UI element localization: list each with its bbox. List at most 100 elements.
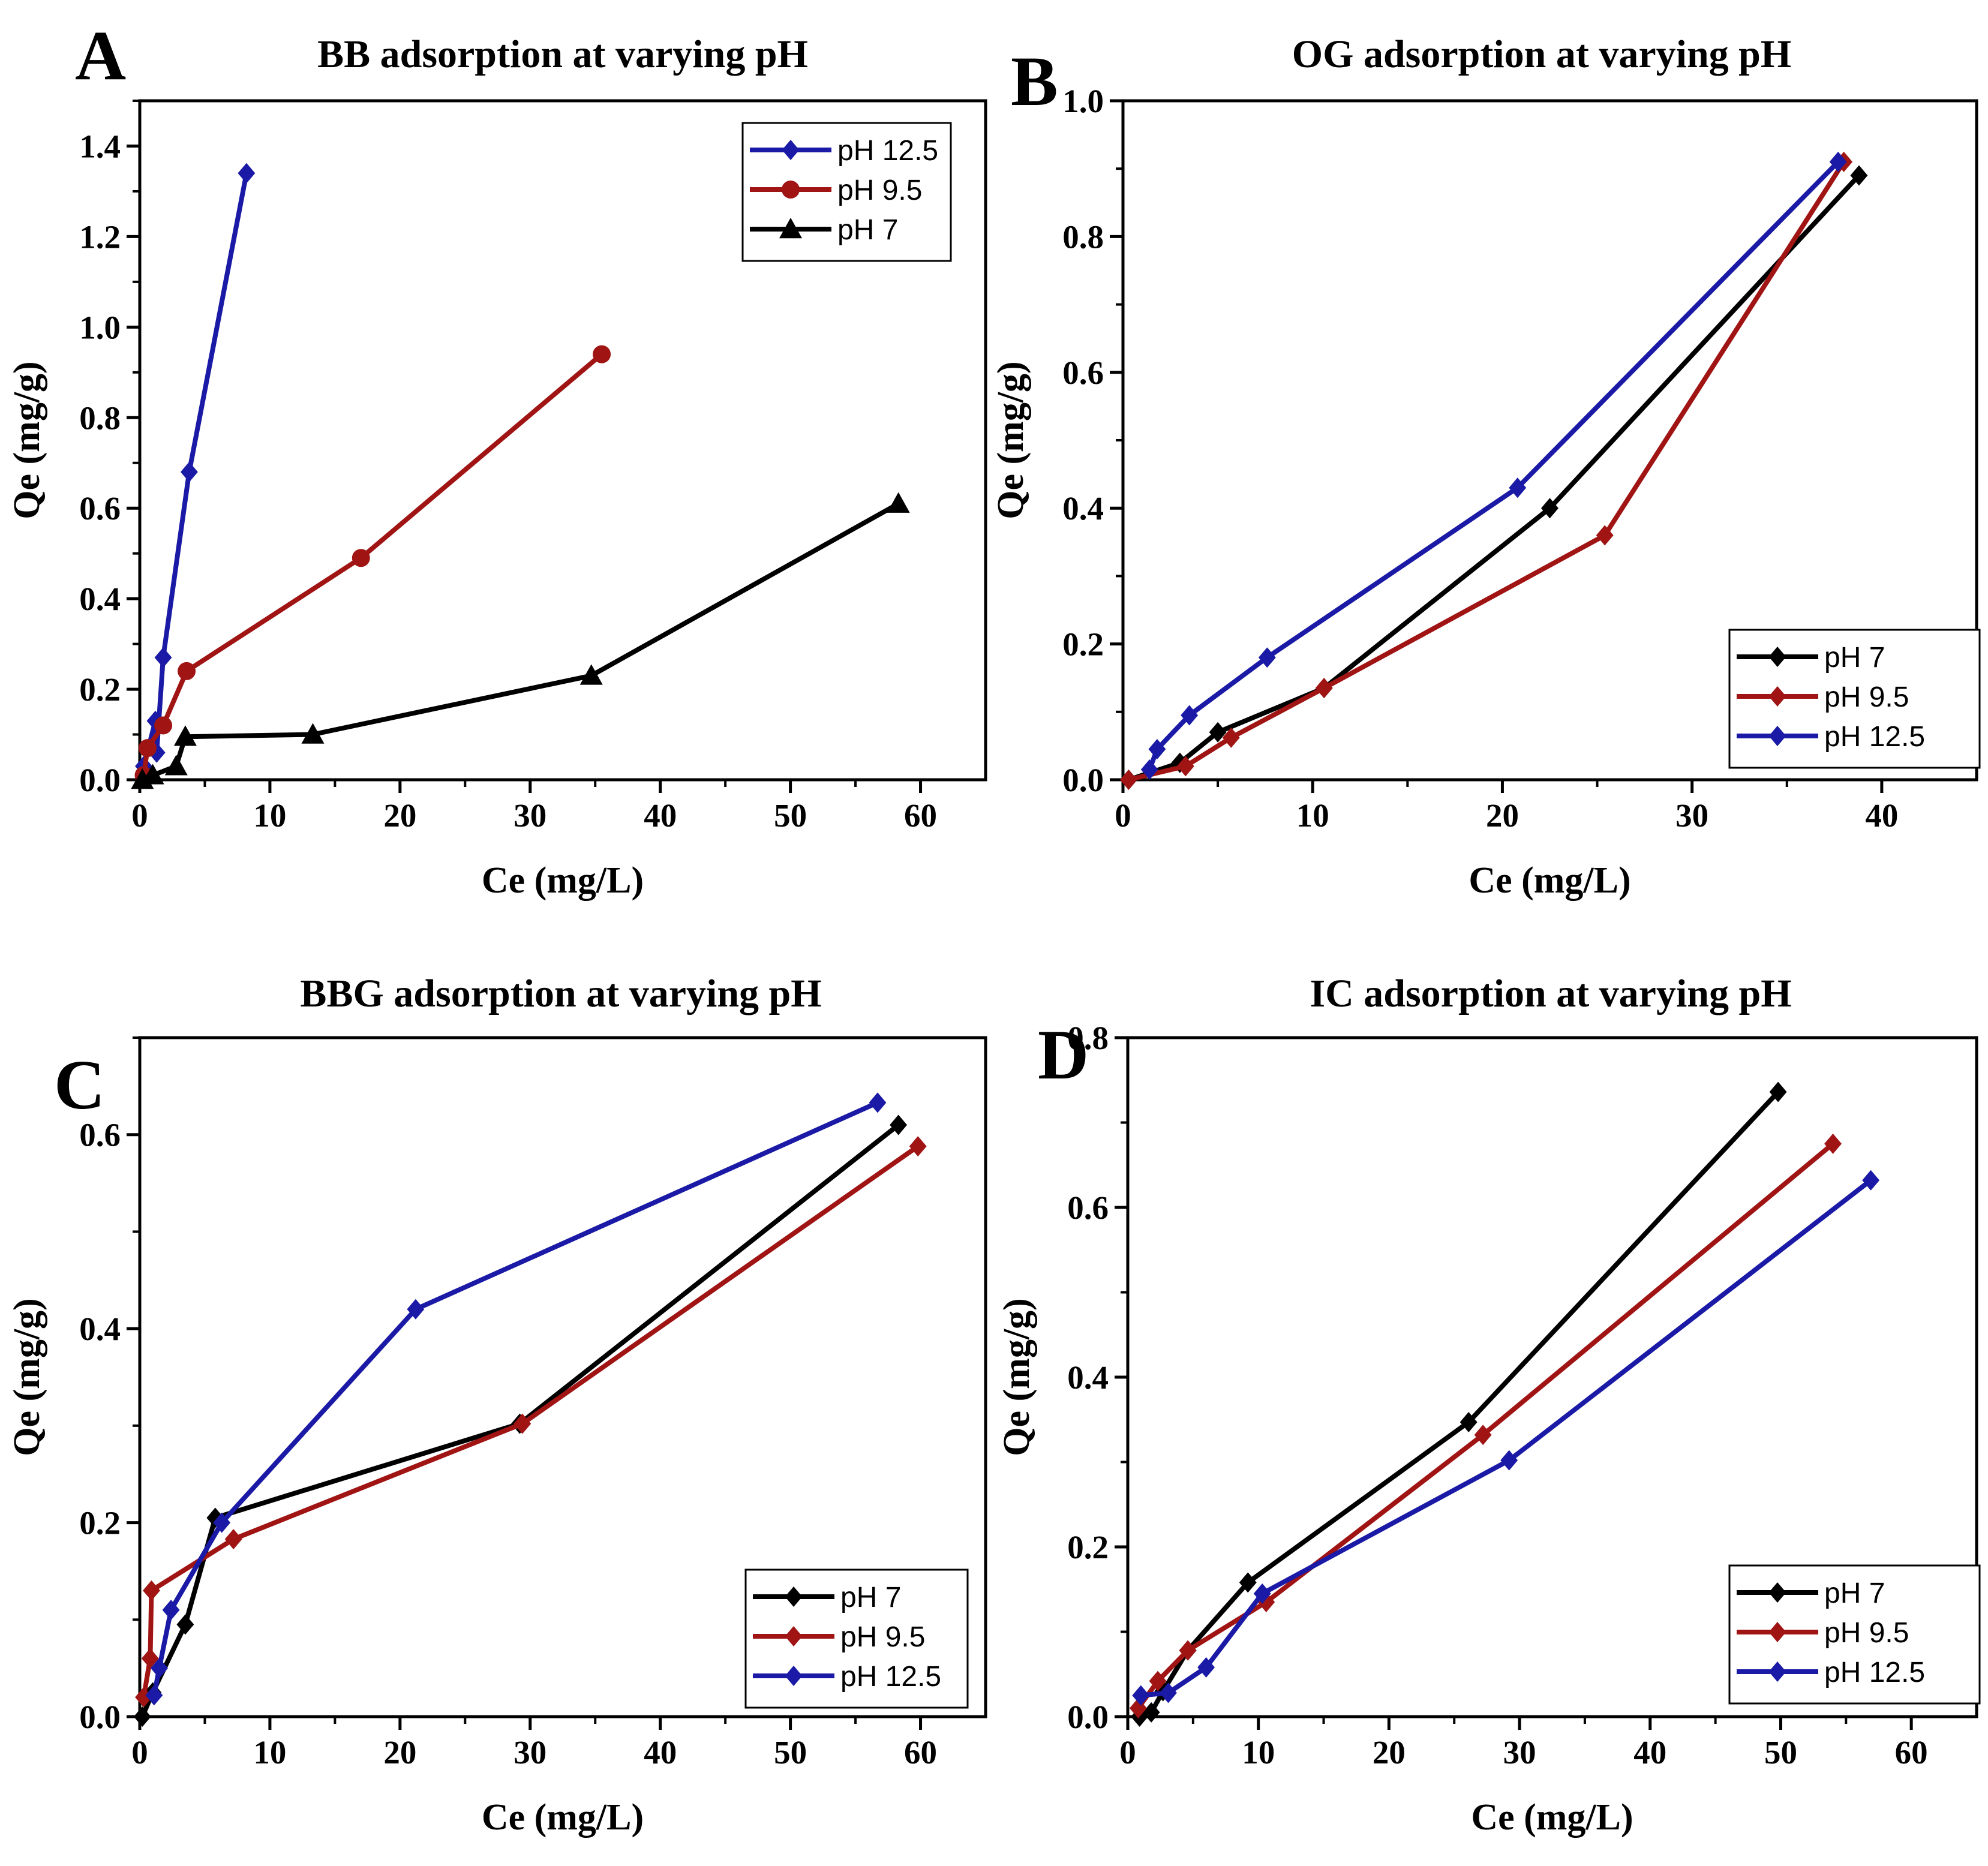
y-tick-label-a: 0.8 — [79, 399, 121, 436]
data-point — [513, 1413, 531, 1434]
data-point — [407, 1299, 425, 1320]
data-point — [1209, 722, 1227, 743]
y-tick-label-a: 1.0 — [79, 309, 121, 345]
y-tick-label-a: 1.4 — [79, 128, 121, 164]
legend-marker — [1768, 726, 1786, 746]
data-point — [1824, 1133, 1842, 1154]
legend-c: pH 7 pH 9.5 pH 12.5 — [744, 1568, 969, 1709]
series-a-ph-12_5 — [135, 163, 256, 777]
x-axis-label-d: Ce (mg/L) — [1471, 1797, 1633, 1838]
x-tick-label-b: 20 — [1486, 797, 1519, 834]
x-axis-label-a: Ce (mg/L) — [482, 860, 644, 901]
data-point — [1509, 477, 1527, 498]
legend-marker — [785, 1666, 803, 1686]
series-c-ph-9_5 — [135, 1136, 927, 1708]
data-point — [1829, 151, 1847, 172]
y-tick-label-d: 0.0 — [1067, 1699, 1109, 1735]
y-axis-label-d: Qe (mg/g) — [996, 1298, 1037, 1456]
series-line — [141, 351, 605, 778]
series-d-ph-12_5 — [1132, 1170, 1880, 1706]
data-point — [1253, 1583, 1271, 1604]
legend-label: pH 9.5 — [1824, 681, 1909, 713]
legend-marker — [782, 140, 800, 160]
y-tick-label-a: 0.6 — [79, 490, 121, 527]
data-point — [143, 1580, 160, 1601]
legend-label: pH 7 — [1824, 1577, 1885, 1609]
data-point — [1179, 1640, 1197, 1661]
data-point — [141, 764, 164, 785]
data-point — [1850, 165, 1868, 186]
panel-letter-d: D — [1038, 1015, 1089, 1094]
y-tick-label-a: 0.2 — [79, 671, 121, 708]
x-tick-label-c: 20 — [383, 1734, 416, 1771]
panel-a: A BB adsorption at varying pH 0 10 20 30 40 50 6… — [7, 16, 987, 901]
x-tick-label-b: 40 — [1865, 797, 1898, 834]
x-tick-label-a: 50 — [774, 797, 807, 834]
data-point — [1148, 739, 1166, 760]
data-point — [139, 739, 157, 758]
data-point — [1181, 705, 1199, 726]
y-tick-label-d: 0.8 — [1067, 1020, 1109, 1056]
chart-title-b: OG adsorption at varying pH — [1292, 32, 1791, 76]
legend-marker — [785, 1586, 803, 1607]
data-point — [141, 1648, 159, 1669]
data-point — [887, 492, 910, 513]
x-tick-label-c: 50 — [774, 1734, 807, 1771]
data-point — [1541, 498, 1558, 519]
data-point — [213, 1512, 231, 1533]
data-point — [1258, 647, 1276, 668]
panel-letter-a: A — [75, 16, 126, 95]
legend-label: pH 9.5 — [1824, 1617, 1909, 1649]
y-tick-label-c: 0.4 — [79, 1311, 121, 1347]
plot-frame-c — [138, 1036, 987, 1718]
series-a-ph-9_5 — [134, 345, 611, 785]
data-point — [154, 716, 173, 735]
x-tick-label-c: 30 — [513, 1734, 546, 1771]
legend-b: pH 7 pH 9.5 pH 12.5 — [1728, 629, 1981, 769]
y-tick-label-d: 0.4 — [1067, 1359, 1109, 1396]
x-tick-label-d: 10 — [1242, 1734, 1275, 1771]
data-point — [579, 664, 603, 685]
panel-letter-c: C — [54, 1045, 105, 1124]
x-tick-label-a: 30 — [513, 797, 546, 834]
y-tick-label-b: 0.0 — [1062, 762, 1104, 798]
data-point — [1460, 1411, 1478, 1432]
x-tick-label-a: 0 — [131, 797, 148, 834]
x-axis-label-c: Ce (mg/L) — [482, 1797, 644, 1838]
panel-c: C BBG adsorption at varying pH 0 10 20 30 40 50… — [7, 972, 987, 1838]
x-axis-label-b: Ce (mg/L) — [1469, 860, 1630, 901]
y-tick-label-c: 0.0 — [79, 1699, 121, 1735]
data-point — [173, 725, 197, 746]
legend-marker — [785, 1626, 803, 1646]
data-point — [162, 1600, 180, 1621]
legend-label: pH 12.5 — [840, 1661, 941, 1693]
x-tick-label-b: 30 — [1675, 797, 1708, 834]
series-line — [140, 501, 901, 782]
legend-label: pH 7 — [837, 214, 898, 246]
data-point — [145, 1685, 163, 1706]
x-tick-label-c: 60 — [904, 1734, 937, 1771]
x-tick-label-d: 0 — [1119, 1734, 1136, 1771]
y-tick-label-b: 0.6 — [1062, 354, 1104, 391]
x-tick-label-d: 30 — [1503, 1734, 1536, 1771]
legend-marker — [779, 218, 802, 239]
chart-title-c: BBG adsorption at varying pH — [300, 972, 821, 1015]
data-point — [224, 1529, 242, 1550]
y-tick-label-a: 0.4 — [79, 581, 121, 617]
x-tick-label-a: 10 — [253, 797, 286, 834]
legend-marker — [1768, 1622, 1786, 1642]
y-tick-label-b: 0.8 — [1062, 218, 1104, 255]
y-axis-label-b: Qe (mg/g) — [990, 361, 1031, 519]
data-point — [1142, 1702, 1160, 1723]
series-line — [1126, 173, 1861, 782]
data-point — [593, 345, 611, 363]
x-tick-label-c: 0 — [131, 1734, 148, 1771]
data-point — [890, 1114, 908, 1135]
x-tick-label-c: 40 — [644, 1734, 677, 1771]
legend-marker — [1768, 647, 1786, 667]
x-tick-label-a: 40 — [644, 797, 677, 834]
series-d-ph-9_5 — [1129, 1133, 1842, 1718]
chart-title-a: BB adsorption at varying pH — [317, 32, 808, 76]
data-point — [1769, 1081, 1787, 1102]
legend-a: pH 12.5 pH 9.5 pH 7 — [741, 122, 952, 262]
